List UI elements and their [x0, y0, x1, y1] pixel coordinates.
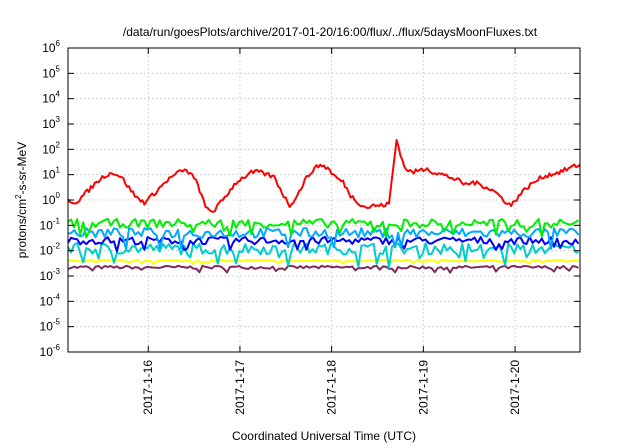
- y-tick-base: 10: [40, 345, 54, 359]
- y-tick-exp: 4: [56, 90, 61, 99]
- grid: [68, 48, 580, 352]
- y-tick-base: 10: [40, 269, 54, 283]
- y-axis-label-suffix: -s-sr-MeV: [15, 142, 29, 195]
- y-tick-label: 105: [42, 64, 60, 80]
- y-tick-exp: -5: [53, 318, 61, 327]
- series-line: [67, 217, 580, 239]
- y-tick-label: 10-4: [40, 292, 61, 308]
- y-tick-exp: 0: [56, 191, 61, 200]
- y-tick-exp: 5: [56, 64, 61, 73]
- y-tick-label: 10-6: [40, 343, 61, 359]
- y-tick-label: 10-1: [40, 216, 61, 232]
- y-tick-base: 10: [42, 193, 56, 207]
- x-tick-label: 2017-1-18: [325, 360, 339, 415]
- y-tick-label: 10-3: [40, 267, 61, 283]
- series-line: [67, 242, 579, 269]
- x-axis-ticks: 2017-1-16 2017-1-17 2017-1-18 2017-1-19 2017…: [141, 48, 522, 415]
- series-layer: [67, 139, 581, 274]
- y-tick-base: 10: [40, 218, 54, 232]
- y-tick-exp: 1: [56, 166, 61, 175]
- y-tick-label: 103: [42, 115, 60, 131]
- series-line: [67, 235, 580, 253]
- y-tick-label: 10-5: [40, 318, 61, 334]
- x-axis-label: Coordinated Universal Time (UTC): [232, 429, 416, 443]
- series-line: [67, 227, 580, 251]
- y-tick-exp: -1: [53, 216, 61, 225]
- y-tick-base: 10: [40, 244, 54, 258]
- y-axis-label: protons/cm2-s-sr-MeV: [14, 142, 29, 258]
- y-tick-base: 10: [42, 142, 56, 156]
- chart-title: /data/run/goesPlots/archive/2017-01-20/1…: [123, 25, 538, 39]
- series-line: [67, 258, 579, 265]
- y-tick-exp: -6: [53, 343, 61, 352]
- y-tick-label: 10-2: [40, 242, 61, 258]
- y-tick-exp: -2: [53, 242, 61, 251]
- y-axis-label-exp: 2: [14, 194, 23, 199]
- y-tick-exp: -4: [53, 292, 61, 301]
- y-tick-label: 102: [42, 140, 60, 156]
- y-tick-exp: 2: [56, 140, 61, 149]
- y-tick-label: 101: [42, 166, 60, 182]
- y-tick-exp: 6: [56, 39, 61, 48]
- y-tick-exp: 3: [56, 115, 61, 124]
- series-line: [67, 139, 581, 213]
- y-tick-base: 10: [40, 294, 54, 308]
- x-tick-label: 2017-1-20: [508, 360, 522, 415]
- y-axis-label-prefix: protons/cm: [15, 199, 29, 258]
- y-tick-label: 104: [42, 90, 60, 106]
- x-tick-label: 2017-1-16: [141, 360, 155, 415]
- y-tick-base: 10: [42, 41, 56, 55]
- x-tick-label: 2017-1-19: [416, 360, 430, 415]
- y-tick-base: 10: [40, 320, 54, 334]
- y-tick-base: 10: [42, 117, 56, 131]
- y-tick-base: 10: [42, 92, 56, 106]
- y-tick-base: 10: [42, 66, 56, 80]
- y-tick-label: 100: [42, 191, 60, 207]
- x-tick-label: 2017-1-17: [233, 360, 247, 415]
- y-tick-label: 106: [42, 39, 60, 55]
- series-line: [67, 264, 579, 274]
- y-tick-exp: -3: [53, 267, 61, 276]
- y-tick-base: 10: [42, 168, 56, 182]
- y-axis-ticks: 10610510410310210110010-110-210-310-410-…: [40, 39, 580, 359]
